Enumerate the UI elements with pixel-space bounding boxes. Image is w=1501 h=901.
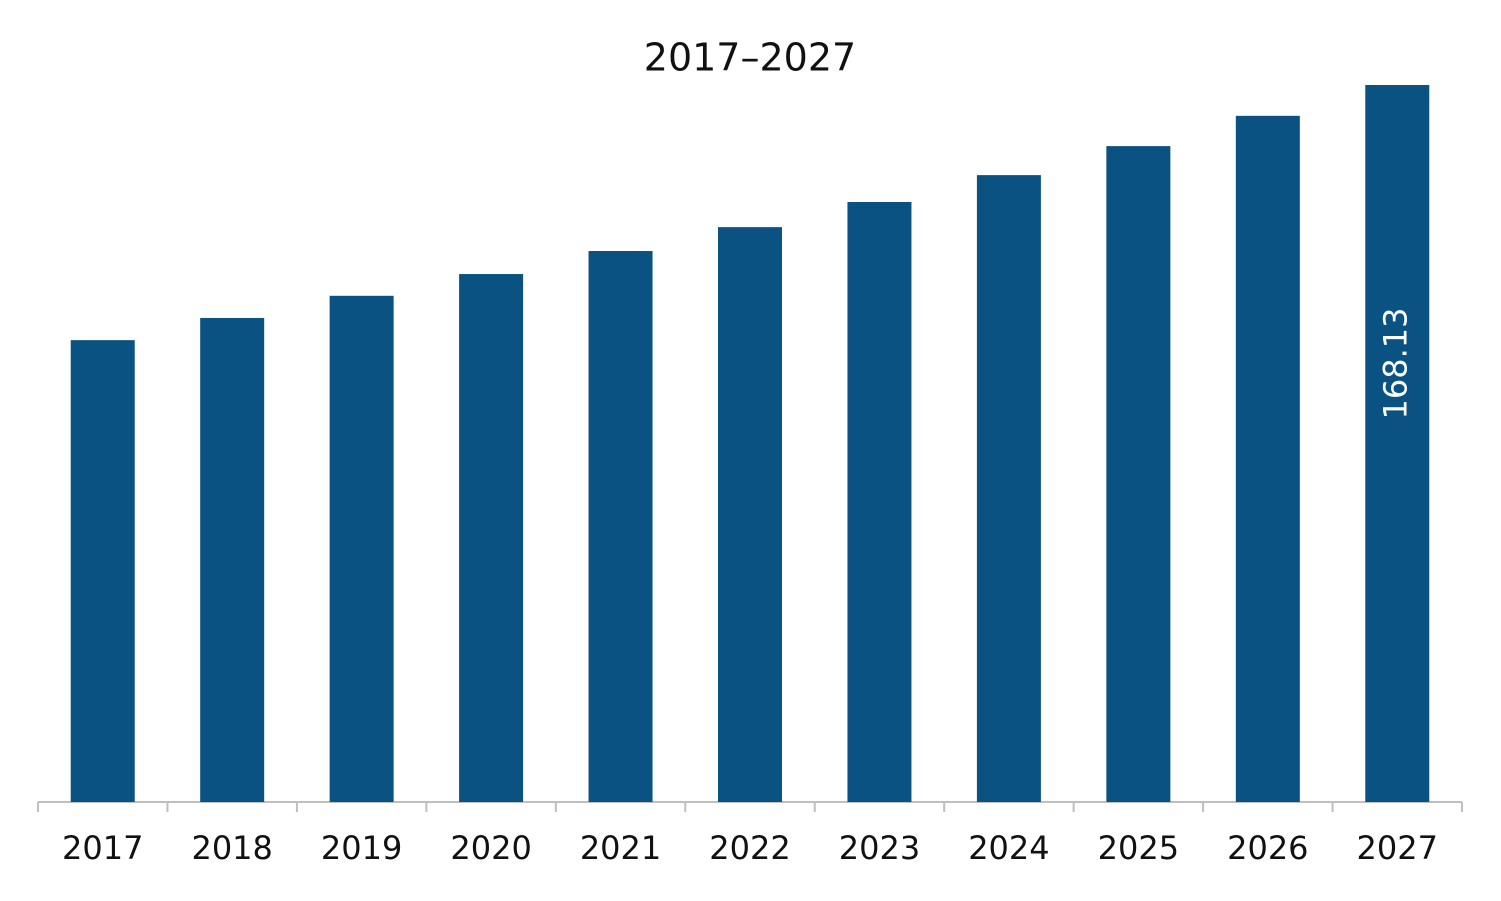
bar	[70, 340, 135, 802]
x-tick-label: 2021	[580, 829, 661, 867]
bar	[1365, 85, 1430, 802]
x-tick-label: 2020	[450, 829, 531, 867]
bar	[1235, 115, 1300, 802]
bar	[1106, 146, 1171, 803]
x-tick-label: 2027	[1357, 829, 1438, 867]
x-tick-label: 2024	[968, 829, 1049, 867]
bar	[976, 175, 1041, 802]
x-tick-label: 2019	[321, 829, 402, 867]
x-tick-label: 2022	[709, 829, 790, 867]
chart-title: 2017–2027	[644, 36, 856, 80]
x-tick-label: 2026	[1227, 829, 1308, 867]
x-tick-label: 2025	[1098, 829, 1179, 867]
bar	[200, 317, 265, 802]
x-tick-label: 2017	[62, 829, 143, 867]
bar	[588, 251, 653, 802]
bar	[718, 227, 782, 802]
bar	[847, 201, 912, 802]
bar	[329, 295, 394, 802]
bar	[459, 274, 524, 802]
x-tick-label: 2018	[191, 829, 272, 867]
value-label: 168.13	[1376, 308, 1414, 420]
x-tick-label: 2023	[839, 829, 920, 867]
